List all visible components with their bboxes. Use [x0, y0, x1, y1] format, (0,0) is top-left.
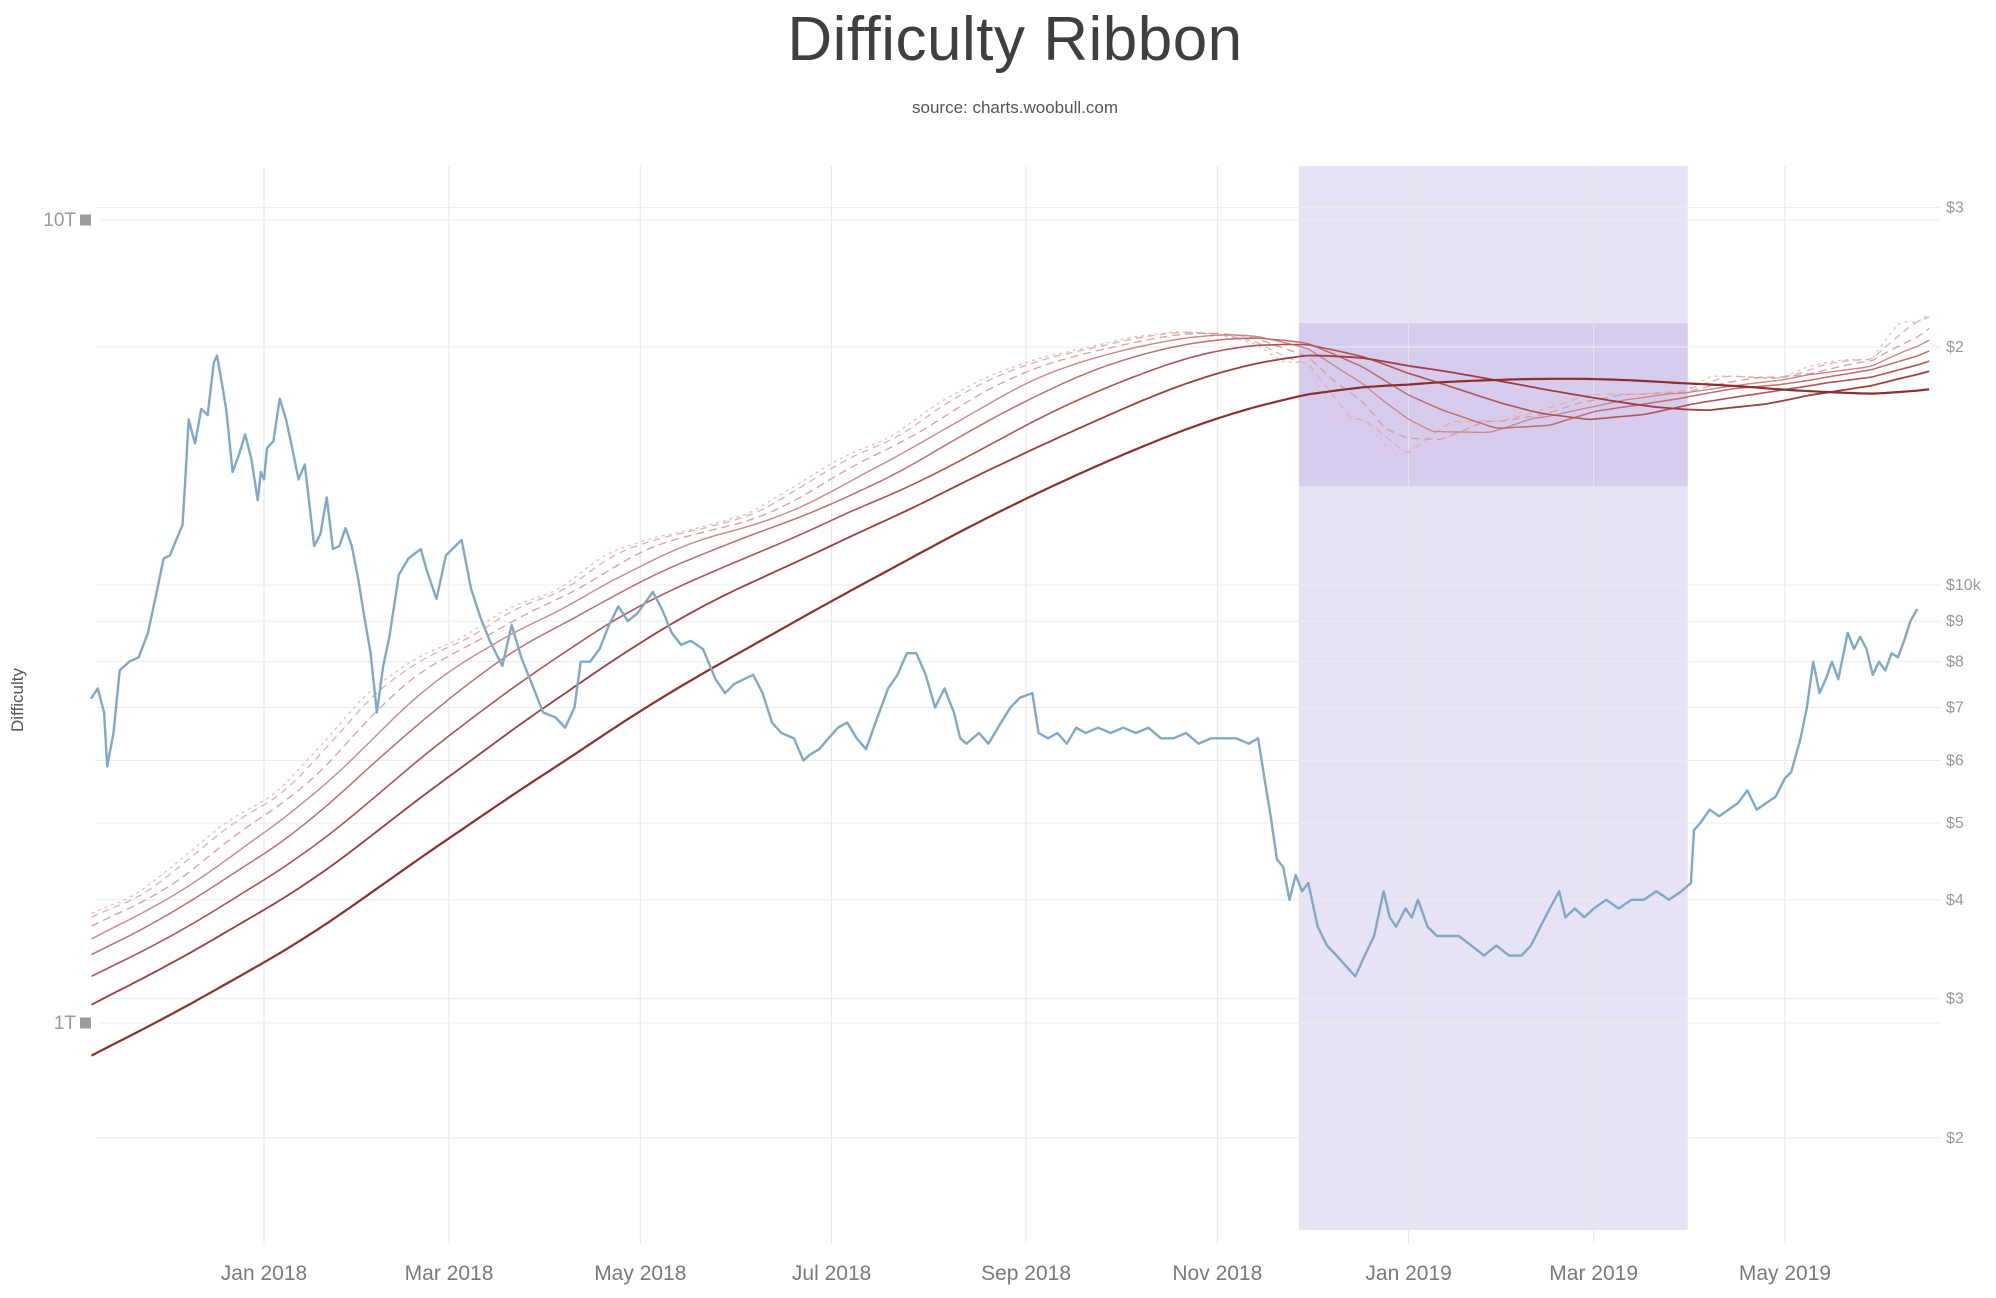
highlight-vertical-band	[1298, 166, 1688, 1230]
price-tick-label: $8	[1946, 654, 1964, 671]
ribbon-line-14d	[91, 316, 1930, 918]
ribbon-line-40d	[91, 334, 1930, 940]
difficulty-tick-label: 10T	[43, 210, 76, 231]
x-tick-label: Mar 2018	[405, 1262, 494, 1285]
difficulty-tick-square-icon	[80, 1017, 91, 1029]
price-tick-label: $9	[1946, 613, 1964, 630]
price-tick-label: $2	[1946, 1130, 1964, 1147]
ribbon-line-60d	[91, 337, 1930, 956]
price-tick-label: $2	[1946, 339, 1964, 356]
price-tick-label: $7	[1946, 700, 1964, 717]
price-tick-label: $6	[1946, 752, 1964, 769]
x-tick-label: Nov 2018	[1172, 1262, 1262, 1285]
x-tick-label: Sep 2018	[981, 1262, 1071, 1285]
plot-area[interactable]	[96, 166, 1940, 1243]
price-tick-label: $4	[1946, 892, 1964, 909]
price-line	[90, 354, 1918, 978]
x-tick-label: May 2018	[594, 1262, 686, 1285]
highlight-ribbon-compression-band	[1298, 323, 1688, 487]
difficulty-tick-label: 1T	[54, 1013, 77, 1034]
x-tick-label: Mar 2019	[1549, 1262, 1638, 1285]
x-tick-label: May 2019	[1739, 1262, 1831, 1285]
page-title: Difficulty Ribbon	[787, 5, 1243, 74]
ribbon-line-25d	[91, 327, 1930, 927]
x-tick-label: Jul 2018	[792, 1262, 871, 1285]
ribbon-line-200d	[90, 377, 1930, 1057]
ribbon-line-128d	[91, 354, 1930, 1006]
page-subtitle: source: charts.woobull.com	[912, 98, 1118, 117]
price-tick-label: $3	[1946, 991, 1964, 1008]
x-tick-label: Jan 2018	[221, 1262, 307, 1285]
price-tick-label: $5	[1946, 815, 1964, 832]
price-tick-label: $3	[1946, 200, 1964, 217]
x-tick-label: Jan 2019	[1365, 1262, 1451, 1285]
difficulty-tick-square-icon	[80, 214, 91, 226]
price-tick-label: $10k	[1946, 577, 1982, 594]
ribbon-line-90d	[91, 343, 1930, 978]
